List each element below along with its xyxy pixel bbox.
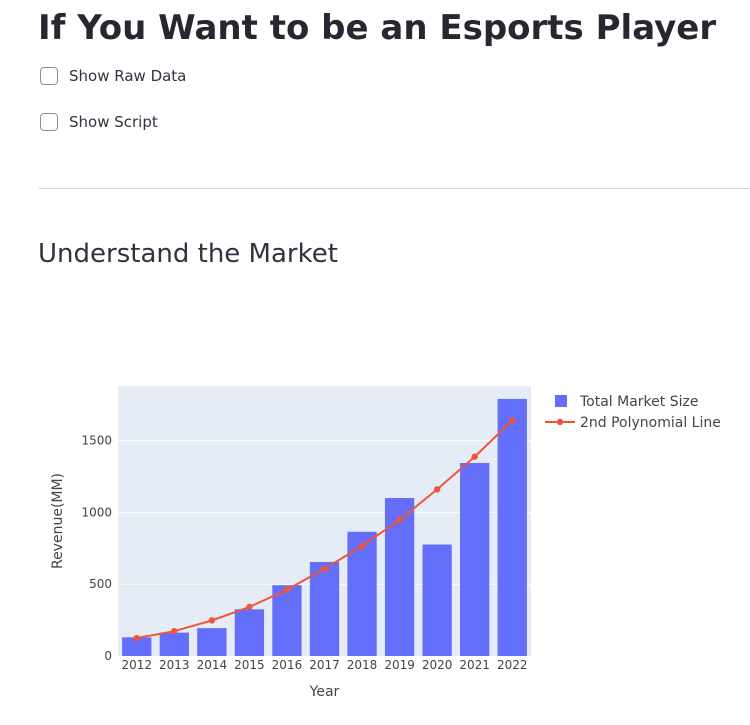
x-tick-label: 2015 bbox=[234, 658, 265, 672]
bar bbox=[159, 632, 189, 656]
x-tick-label: 2016 bbox=[272, 658, 303, 672]
x-tick-label: 2018 bbox=[347, 658, 378, 672]
x-tick-label: 2021 bbox=[459, 658, 490, 672]
legend-swatch-bar bbox=[555, 395, 567, 407]
trend-point bbox=[133, 634, 140, 642]
x-tick-label: 2012 bbox=[121, 658, 152, 672]
bar bbox=[422, 544, 452, 656]
x-tick-label: 2022 bbox=[497, 658, 528, 672]
legend-label: 2nd Polynomial Line bbox=[580, 415, 721, 431]
legend-swatch-marker bbox=[556, 418, 564, 426]
y-tick-label: 0 bbox=[104, 649, 112, 663]
x-axis-title: Year bbox=[309, 684, 340, 700]
show-script-label[interactable]: Show Script bbox=[69, 113, 158, 131]
x-tick-label: 2019 bbox=[384, 658, 415, 672]
page-title: If You Want to be an Esports Player bbox=[38, 8, 717, 48]
trend-point bbox=[358, 542, 366, 550]
bar bbox=[197, 628, 227, 656]
y-tick-label: 500 bbox=[89, 577, 112, 591]
show-script-checkbox[interactable]: Show Script bbox=[40, 111, 158, 133]
bar bbox=[309, 561, 340, 656]
trend-point bbox=[433, 486, 441, 493]
x-tick-label: 2013 bbox=[159, 658, 190, 672]
bar bbox=[122, 637, 152, 656]
trend-point bbox=[471, 453, 478, 460]
bar bbox=[234, 609, 265, 656]
bar bbox=[497, 398, 527, 656]
show-raw-data-checkbox[interactable]: Show Raw Data bbox=[40, 65, 186, 87]
trend-point bbox=[171, 627, 178, 635]
x-tick-label: 2014 bbox=[197, 658, 228, 672]
checkbox-box[interactable] bbox=[40, 67, 58, 85]
trend-point bbox=[246, 603, 253, 611]
trend-point bbox=[396, 516, 403, 524]
section-divider bbox=[38, 188, 750, 189]
legend-label: Total Market Size bbox=[579, 394, 698, 410]
trend-point bbox=[208, 617, 216, 624]
y-tick-label: 1000 bbox=[81, 505, 112, 519]
x-tick-label: 2020 bbox=[422, 658, 453, 672]
y-tick-label: 1500 bbox=[81, 434, 112, 448]
section-header: Understand the Market bbox=[38, 239, 338, 269]
bar bbox=[384, 498, 415, 656]
x-tick-label: 2017 bbox=[309, 658, 340, 672]
show-raw-data-label[interactable]: Show Raw Data bbox=[69, 67, 187, 85]
checkbox-box[interactable] bbox=[40, 113, 58, 131]
bar bbox=[272, 585, 302, 656]
trend-point bbox=[283, 586, 291, 593]
y-axis-title: Revenue(MM) bbox=[50, 473, 66, 569]
bar bbox=[460, 462, 490, 656]
bar bbox=[347, 531, 377, 656]
trend-point bbox=[509, 417, 516, 424]
trend-point bbox=[321, 565, 328, 573]
